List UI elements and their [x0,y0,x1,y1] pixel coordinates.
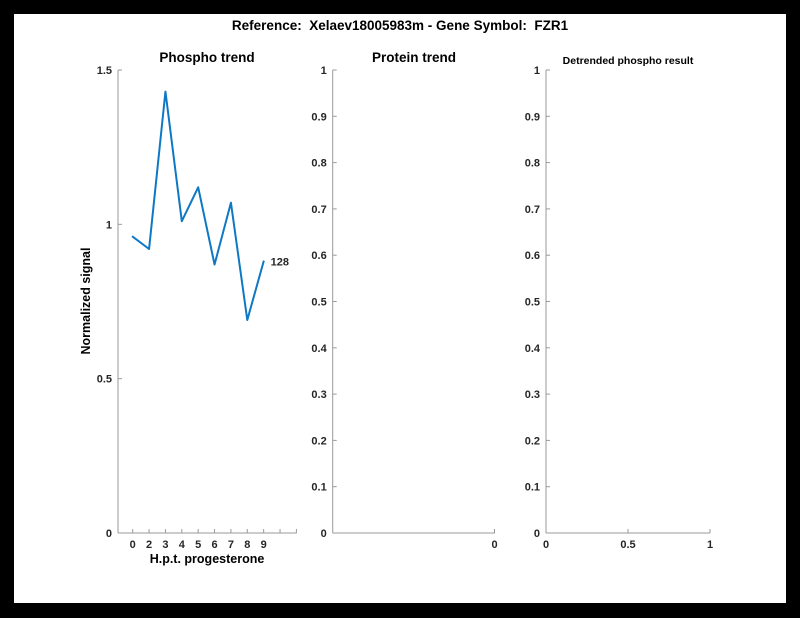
x-tick-label: 7 [228,539,234,551]
x-tick-label: 0 [491,539,497,551]
y-tick-label: 0.1 [525,482,540,494]
x-tick-label: 0 [543,539,549,551]
plot3-title: Detrended phospho result [562,55,694,67]
y-tick-label: 1 [534,65,540,77]
phospho-trend-line [131,90,265,321]
y-tick-label: 0 [321,528,327,540]
y-tick-label: 1.5 [97,65,112,77]
y-tick-label: 1 [321,65,327,77]
y-tick-label: 0.6 [525,250,540,262]
x-tick-label: 6 [211,539,217,551]
y-tick-label: 0.7 [311,204,326,216]
y-tick-label: 0.8 [311,158,326,170]
y-tick-label: 0.3 [311,389,326,401]
y-tick-label: 0.9 [525,111,540,123]
x-tick-label: 4 [179,539,186,551]
x-tick-label: 8 [244,539,250,551]
x-tick-label: 5 [195,539,201,551]
x-tick-label: 9 [261,539,267,551]
y-tick-label: 0.3 [525,389,540,401]
plot1-xlabel: H.p.t. progesterone [149,552,265,566]
plot1-title: Phospho trend [159,50,255,65]
y-tick-label: 0.8 [525,158,540,170]
y-tick-label: 0.5 [97,374,112,386]
x-tick-label: 2 [146,539,152,551]
y-tick-label: 0.5 [311,297,326,309]
y-tick-label: 0.1 [311,482,326,494]
y-tick-label: 1 [106,219,112,231]
figure-title: Reference: Xelaev18005983m - Gene Symbol… [231,18,569,33]
y-tick-label: 0.9 [311,111,326,123]
y-tick-label: 0.2 [311,435,326,447]
line-annotation: 128 [271,256,289,268]
y-tick-label: 0 [106,528,112,540]
y-tick-label: 0.4 [525,343,541,355]
figure-background [14,14,786,603]
x-tick-label: 0.5 [620,539,635,551]
protein-trend-plot: 0 0.1 0.2 0.3 0.4 0.5 0.6 0.7 0.8 0.9 1 0 [311,65,497,551]
y-tick-label: 0 [534,528,540,540]
detrended-phospho-plot: 0 0.1 0.2 0.3 0.4 0.5 0.6 0.7 0.8 0.9 1 0 0.5 1 [525,65,713,551]
y-tick-label: 0.6 [311,250,326,262]
y-tick-label: 0.2 [525,435,540,447]
y-tick-label: 0.7 [525,204,540,216]
plot2-title: Protein trend [371,50,457,65]
x-tick-label: 1 [707,539,713,551]
y-tick-label: 0.4 [311,343,327,355]
x-tick-label: 0 [130,539,136,551]
x-tick-label: 3 [162,539,168,551]
y-tick-label: 0.5 [525,297,540,309]
